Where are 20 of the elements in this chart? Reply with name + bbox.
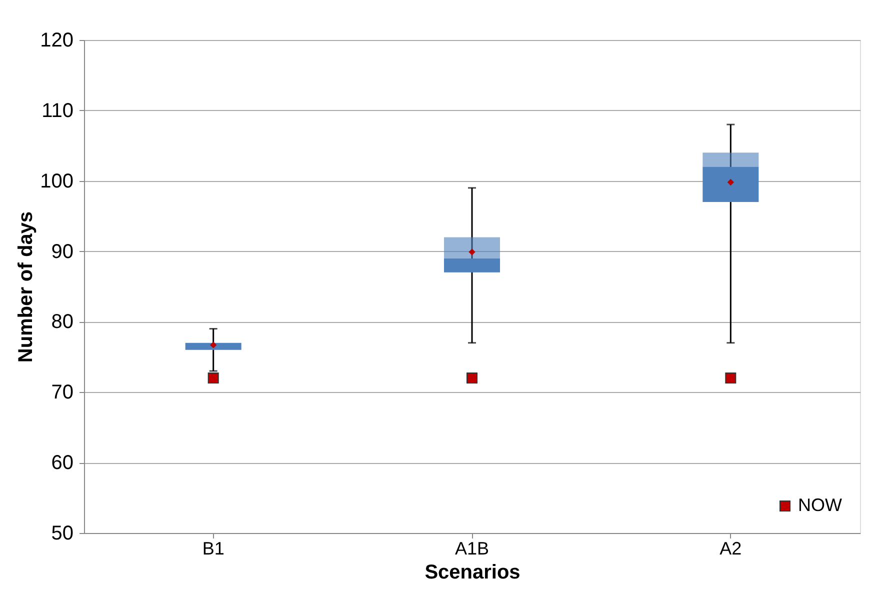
y-tick-label: 120 xyxy=(40,30,74,52)
y-tick-label: 50 xyxy=(51,522,74,544)
y-tick-label: 70 xyxy=(51,382,74,404)
y-tick-label: 110 xyxy=(42,100,74,122)
y-tick-label: 90 xyxy=(51,240,74,263)
x-tick-label: B1 xyxy=(202,538,224,558)
legend-label: NOW xyxy=(798,495,842,515)
x-tick-label: A1B xyxy=(454,538,490,558)
x-tick-label: A2 xyxy=(720,538,742,558)
point xyxy=(725,372,736,384)
y-axis-title: Number of days xyxy=(15,211,38,363)
point xyxy=(468,248,476,256)
y-tick-label: 60 xyxy=(51,452,74,474)
point xyxy=(466,372,478,384)
y-tick-label: 80 xyxy=(51,311,74,334)
x-axis-title: Scenarios xyxy=(424,562,520,584)
point xyxy=(210,342,217,348)
point xyxy=(727,178,734,186)
y-tick-label: 100 xyxy=(40,170,74,192)
point xyxy=(208,372,219,384)
